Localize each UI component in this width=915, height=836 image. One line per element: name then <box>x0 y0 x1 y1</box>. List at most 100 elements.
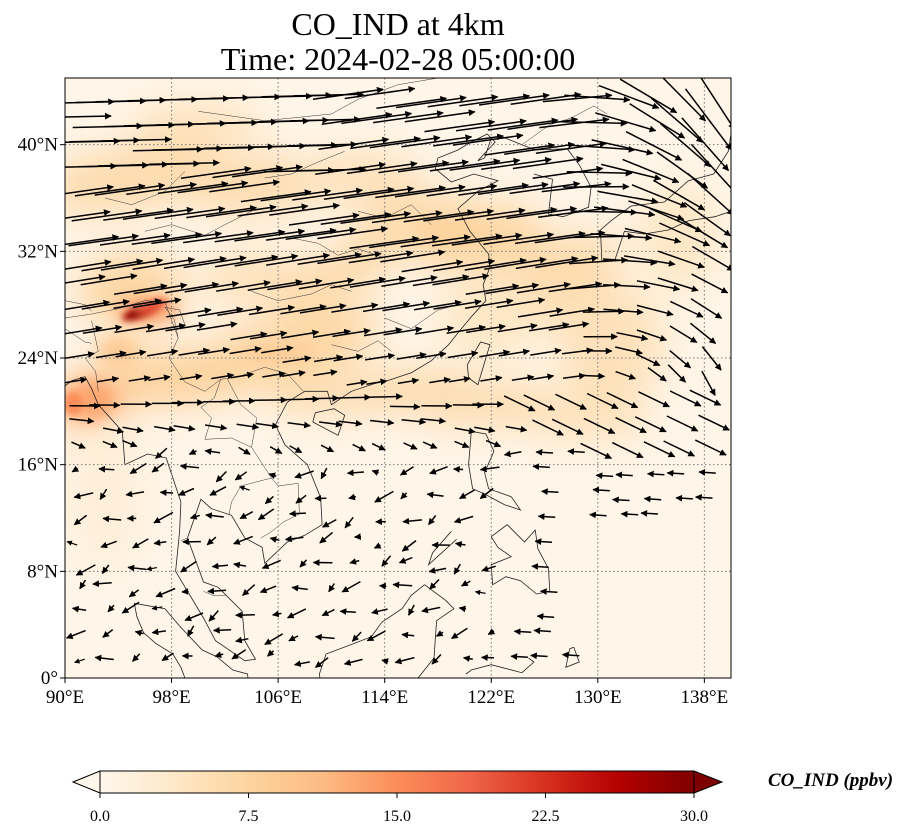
wind-vector <box>503 450 522 458</box>
coastline <box>427 531 457 567</box>
wind-vector <box>180 560 197 573</box>
wind-vector <box>383 326 423 336</box>
wind-vector <box>657 250 705 269</box>
wind-vector <box>249 330 288 340</box>
border-line <box>228 477 272 516</box>
wind-vector <box>448 375 471 383</box>
wind-vector <box>269 446 283 455</box>
wind-vector <box>351 631 362 642</box>
wind-vector <box>113 283 168 296</box>
wind-vector <box>689 389 722 406</box>
wind-vector <box>336 393 372 401</box>
wind-vector <box>659 222 711 247</box>
wind-vector <box>628 200 685 221</box>
wind-vector <box>240 189 312 203</box>
wind-vector <box>313 369 338 377</box>
y-axis-ticks: 0° 8°N 16°N 24°N 32°N 40°N <box>18 135 65 689</box>
y-tick-label: 8°N <box>27 561 58 582</box>
wind-vector <box>151 230 223 245</box>
wind-vector <box>454 427 476 435</box>
wind-vector <box>182 230 254 244</box>
wind-vector <box>667 364 687 383</box>
wind-vector <box>161 652 174 662</box>
wind-vector <box>589 511 607 519</box>
wind-vector <box>132 297 182 309</box>
wind-vector <box>255 422 279 430</box>
wind-vector <box>583 372 606 380</box>
wind-vector <box>622 158 680 184</box>
wind-vector <box>402 517 422 525</box>
wind-vector <box>65 299 111 311</box>
wind-vector <box>403 209 475 223</box>
wind-vector <box>65 376 88 384</box>
wind-vector <box>333 353 364 362</box>
wind-vector <box>187 625 195 637</box>
wind-vector <box>229 346 262 355</box>
wind-vector <box>401 418 427 425</box>
wind-vector <box>586 392 619 410</box>
wind-vector <box>99 488 108 500</box>
wind-vector <box>320 211 392 225</box>
wind-vector <box>81 298 130 310</box>
wind-vector <box>209 179 280 193</box>
wind-vector <box>234 253 299 267</box>
wind-vector <box>348 493 357 501</box>
wind-vector <box>424 119 496 133</box>
wind-vector <box>392 581 413 589</box>
wind-vector <box>564 94 631 103</box>
colorbar-tick-label: 15.0 <box>383 808 411 825</box>
wind-vector <box>453 515 474 524</box>
wind-vector <box>237 203 309 217</box>
wind-vector <box>248 304 295 316</box>
wind-vector <box>65 325 103 335</box>
wind-vector <box>145 322 186 333</box>
coastline <box>468 430 522 511</box>
wind-vector <box>416 351 447 360</box>
wind-vector <box>129 462 147 475</box>
wind-vector <box>99 232 171 246</box>
wind-vector <box>514 230 586 245</box>
wind-vector <box>449 157 521 171</box>
wind-vector <box>363 327 403 337</box>
wind-vector <box>620 510 639 518</box>
wind-vector <box>269 202 340 216</box>
wind-vector <box>331 302 379 313</box>
wind-vector <box>313 354 344 363</box>
wind-vector <box>215 470 227 483</box>
wind-vector <box>562 372 586 380</box>
wind-vector <box>643 441 676 458</box>
wind-vector <box>530 652 548 660</box>
wind-vector <box>529 322 570 332</box>
coastlines <box>65 78 731 678</box>
wind-vector <box>214 229 286 243</box>
wind-vector <box>535 140 607 155</box>
coastline <box>134 602 249 678</box>
wind-vector <box>214 651 224 658</box>
wind-vector <box>173 424 196 432</box>
wind-vector <box>65 351 95 359</box>
wind-vector <box>328 583 336 593</box>
wind-vector <box>399 466 414 476</box>
wind-vector <box>691 245 731 271</box>
wind-vector <box>603 308 644 316</box>
wind-vector <box>465 283 520 296</box>
colorbar-tick-label: 22.5 <box>532 808 560 825</box>
wind-vector <box>548 321 590 331</box>
wind-vector <box>611 441 644 459</box>
wind-vector <box>154 206 226 220</box>
wind-vector <box>314 657 329 668</box>
wind-vector <box>261 559 281 569</box>
wind-vector <box>624 227 682 244</box>
wind-vector <box>344 516 354 529</box>
wind-vector <box>102 427 124 435</box>
wind-vector <box>298 277 355 290</box>
wind-vector <box>698 469 716 476</box>
wind-vector <box>291 584 308 592</box>
wind-vector <box>483 231 555 245</box>
wind-vector <box>205 512 224 519</box>
wind-vector <box>66 540 78 546</box>
wind-vector <box>484 256 547 270</box>
wind-vector <box>163 256 227 270</box>
wind-vector <box>81 258 144 272</box>
wind-vector <box>462 655 473 662</box>
